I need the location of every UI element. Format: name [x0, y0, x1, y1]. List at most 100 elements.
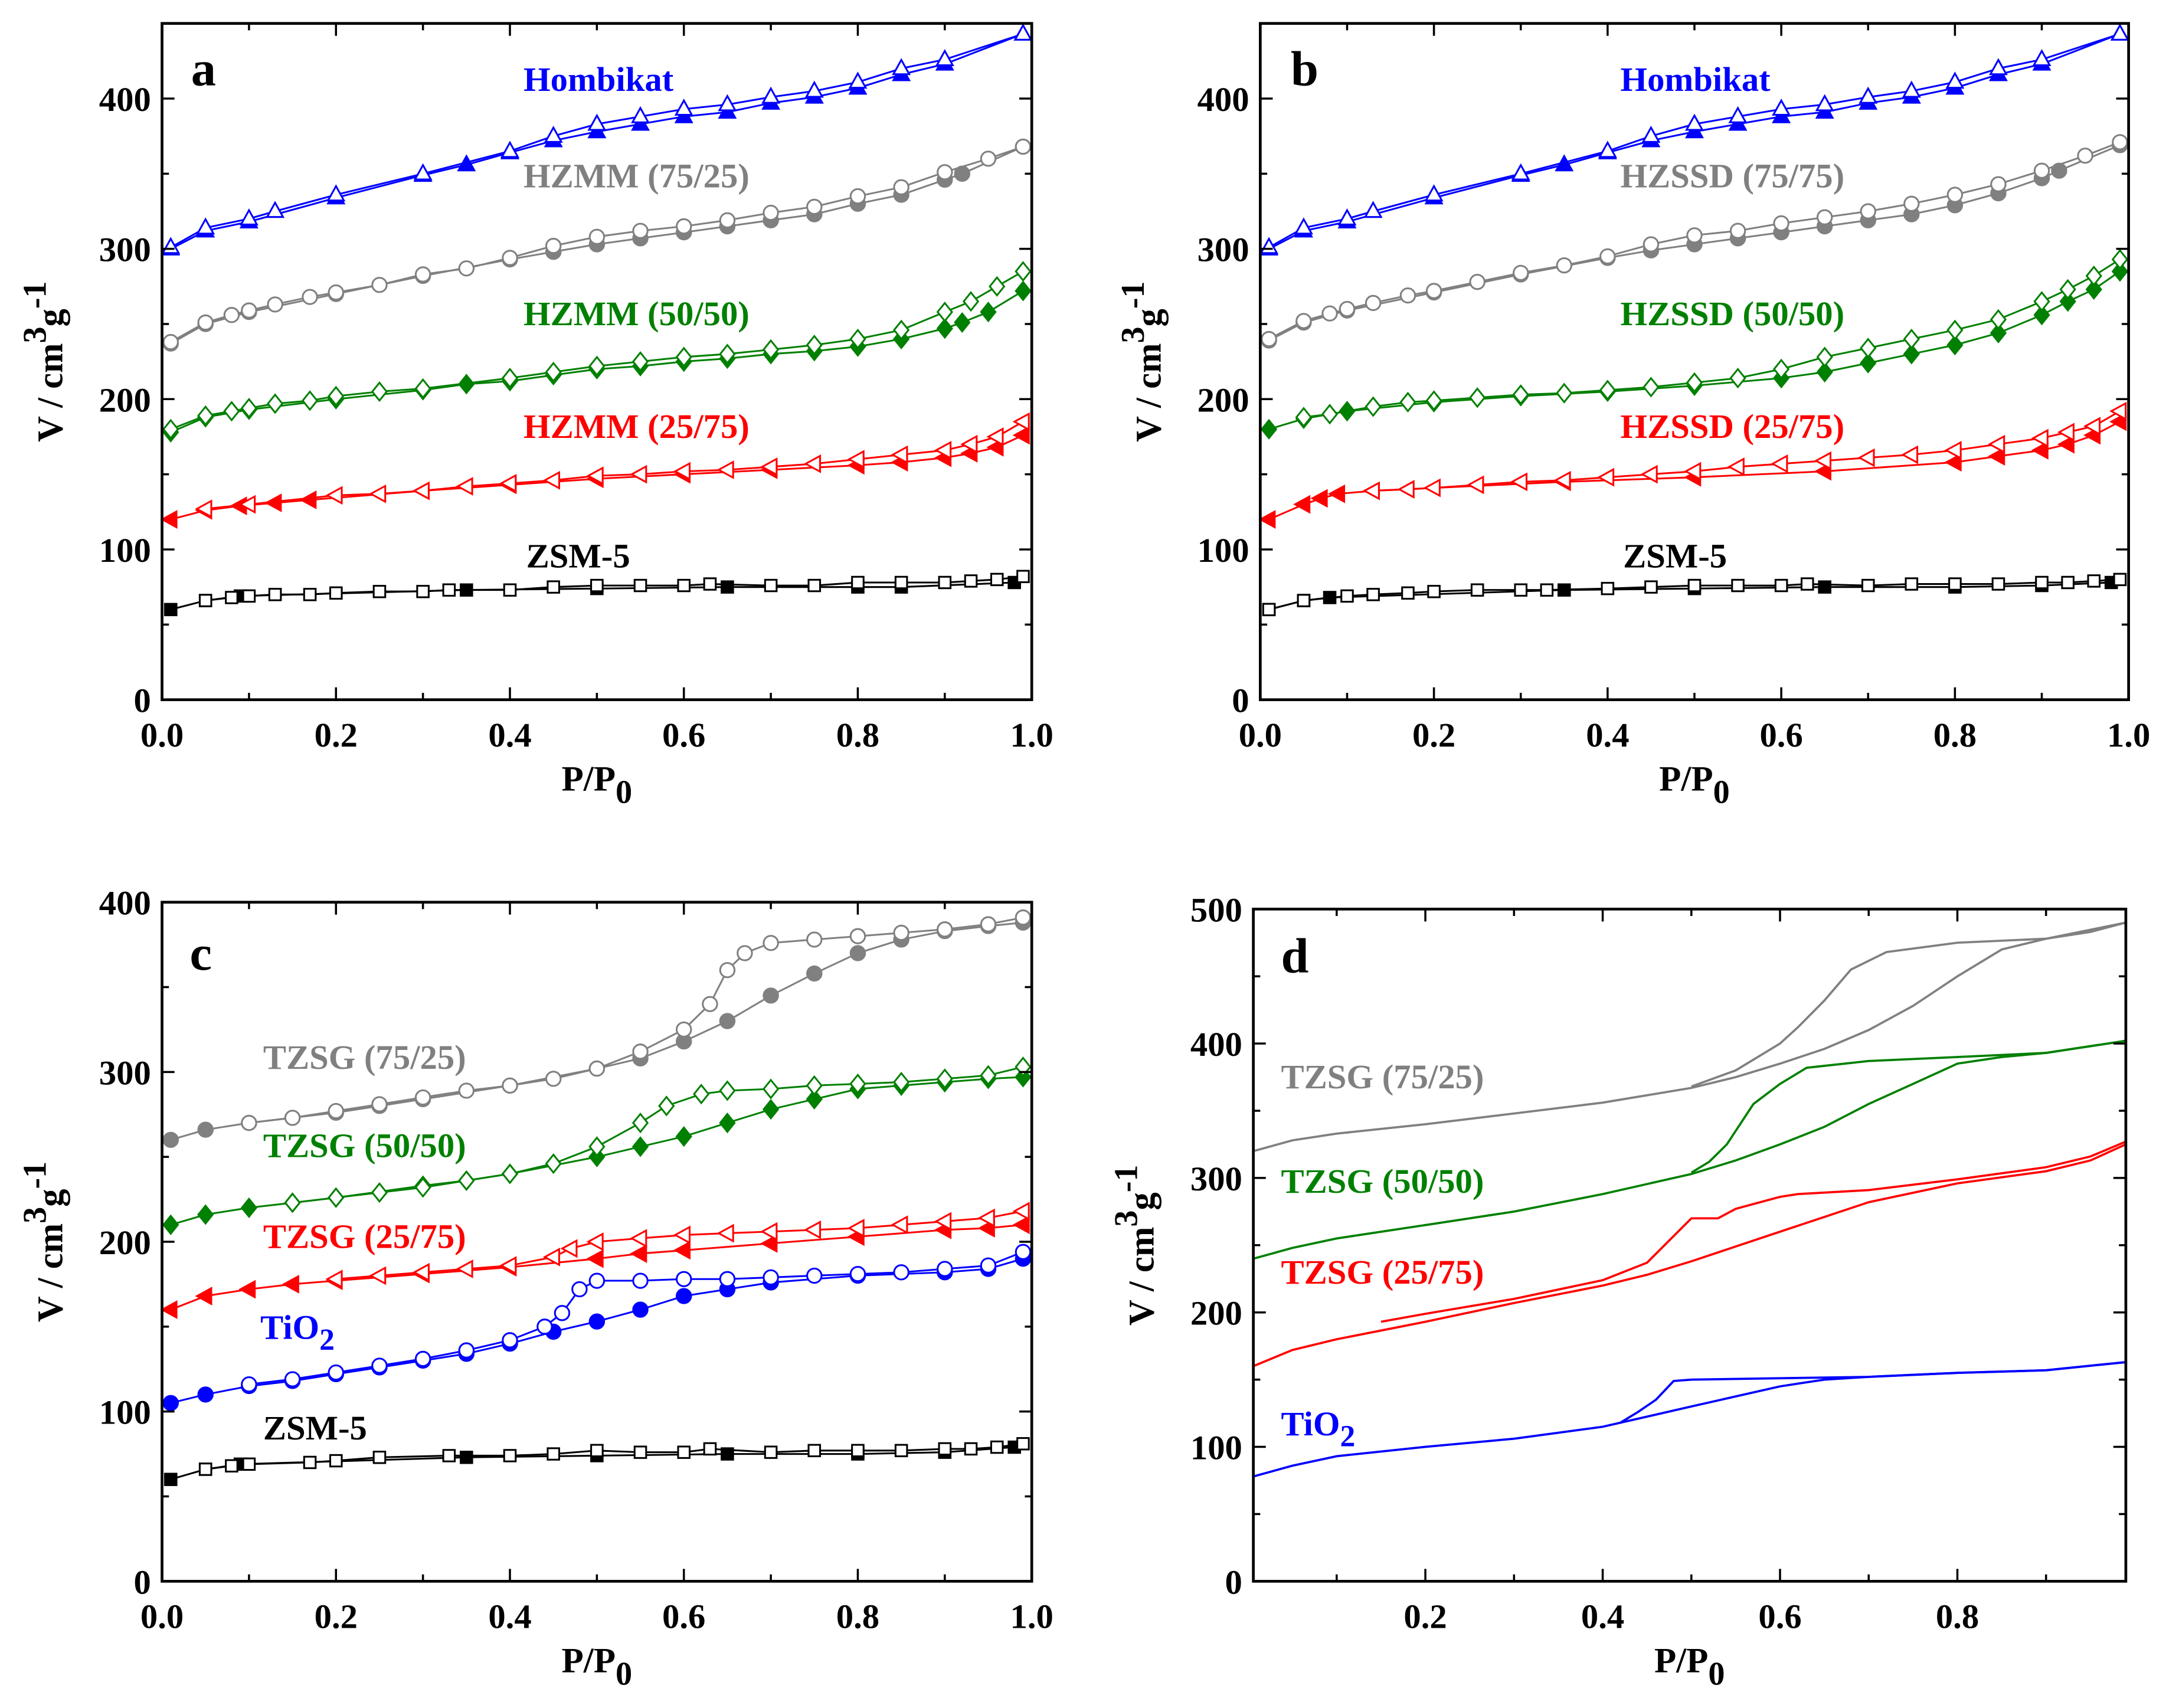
desorption-point [499, 473, 517, 493]
desorption-point [934, 440, 952, 460]
x-axis-label: P/P0 [562, 1641, 633, 1692]
desorption-point [1902, 80, 1921, 98]
desorption-point [702, 996, 718, 1012]
desorption-line [1690, 1039, 2126, 1174]
desorption-point [803, 1220, 822, 1239]
adsorption-point [160, 510, 178, 529]
y-axis-label-tail: g [31, 1189, 70, 1206]
adsorption-point [721, 1447, 734, 1461]
desorption-point [1773, 215, 1789, 232]
desorption-point [1687, 578, 1702, 593]
desorption-point [2077, 148, 2093, 164]
desorption-point [544, 125, 563, 143]
desorption-point [500, 140, 520, 158]
desorption-point [938, 1442, 952, 1456]
desorption-point [2085, 265, 2102, 287]
desorption-point [371, 277, 388, 293]
adsorption-point [1015, 280, 1032, 302]
adsorption-point [719, 1113, 736, 1134]
adsorption-point [760, 1233, 778, 1253]
x-axis-label: P/P0 [562, 760, 633, 811]
series-label: HZMM (50/50) [523, 295, 750, 333]
desorption-point [675, 346, 692, 368]
adsorption-point [1012, 426, 1030, 445]
desorption-point [1514, 583, 1528, 597]
desorption-point [1643, 377, 1660, 398]
desorption-point [1686, 372, 1703, 393]
adsorption-point [588, 1313, 606, 1330]
desorption-point [372, 585, 387, 598]
desorption-point [2112, 134, 2128, 150]
desorption-point [328, 1364, 344, 1381]
chart-panel-a: Hombikat HZMM (75/25) HZMM (50/50) HZMM (25… [17, 22, 1053, 811]
x-tick-label: 0.8 [1933, 716, 1977, 754]
x-tick-label: 1.0 [2107, 716, 2150, 754]
desorption-point [964, 574, 978, 588]
adsorption-point [1258, 510, 1276, 529]
adsorption-point [1818, 580, 1831, 594]
desorption-point [242, 1457, 256, 1471]
series-label-sub: 2 [319, 1323, 335, 1357]
x-tick-label: 1.0 [1010, 1598, 1053, 1636]
desorption-point [1363, 201, 1383, 218]
series-label: TZSG (75/25) [1281, 1058, 1484, 1096]
desorption-point [1556, 382, 1573, 404]
desorption-point [588, 1136, 606, 1157]
desorption-point [547, 1447, 560, 1461]
desorption-point [851, 1444, 865, 1458]
x-tick-label: 0.4 [488, 1598, 531, 1636]
y-tick-label: 0 [133, 1563, 150, 1601]
desorption-point [1944, 440, 1962, 460]
y-tick-label: 100 [1197, 531, 1249, 570]
adsorption-point [1816, 361, 1833, 383]
x-tick-label: 0.4 [1586, 716, 1629, 754]
series-label: Hombikat [1620, 60, 1771, 99]
desorption-point [1729, 368, 1746, 389]
desorption-point [502, 1077, 518, 1094]
desorption-point [1731, 578, 1745, 593]
desorption-point [1401, 586, 1415, 600]
desorption-point [633, 578, 647, 593]
y-tick-label: 400 [1197, 80, 1249, 119]
desorption-point [1365, 295, 1382, 311]
desorption-point [303, 1455, 317, 1470]
y-tick-label: 200 [1190, 1294, 1242, 1333]
desorption-point [760, 1222, 778, 1241]
series-label: TiO2 [1281, 1405, 1356, 1453]
desorption-point [1513, 264, 1529, 282]
y-axis-label-main: V / cm [1123, 1227, 1162, 1326]
desorption-point [162, 333, 179, 351]
desorption-point [937, 921, 953, 938]
desorption-point [1362, 481, 1380, 500]
desorption-point [719, 1080, 736, 1101]
desorption-point [980, 916, 997, 932]
y-axis-label-sup: 3 [17, 326, 53, 343]
desorption-point [325, 486, 343, 505]
desorption-point [328, 1187, 345, 1208]
x-tick-label: 0.4 [1581, 1598, 1624, 1636]
series-hombikat [1259, 23, 2129, 256]
desorption-point [1816, 346, 1833, 368]
desorption-point [223, 307, 240, 323]
desorption-point [560, 1239, 578, 1258]
desorption-point [1946, 319, 1964, 341]
desorption-point [545, 1071, 562, 1087]
adsorption-line [170, 290, 1024, 433]
series-tio2 [162, 1244, 1032, 1411]
x-tick-label: 0.4 [488, 716, 531, 754]
desorption-point [632, 1272, 649, 1289]
desorption-point [1321, 404, 1339, 425]
desorption-point [1816, 209, 1833, 225]
desorption-point [703, 1442, 717, 1456]
desorption-line [1691, 921, 2126, 1088]
series-tio2 [1253, 1361, 2126, 1478]
series-hzssd-50-50- [1260, 248, 2129, 440]
desorption-point [284, 1371, 301, 1388]
y-axis-label-sup2: -1 [17, 281, 53, 309]
y-tick-label: 400 [99, 80, 151, 119]
adsorption-point [806, 1088, 823, 1110]
adsorption-point [630, 1244, 647, 1264]
desorption-point [1013, 23, 1033, 41]
desorption-point [371, 381, 388, 403]
adsorption-line [170, 921, 1023, 1141]
